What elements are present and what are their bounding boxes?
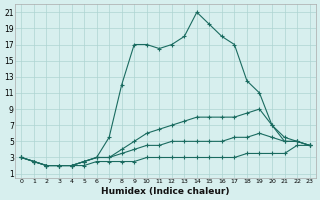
X-axis label: Humidex (Indice chaleur): Humidex (Indice chaleur) xyxy=(101,187,230,196)
